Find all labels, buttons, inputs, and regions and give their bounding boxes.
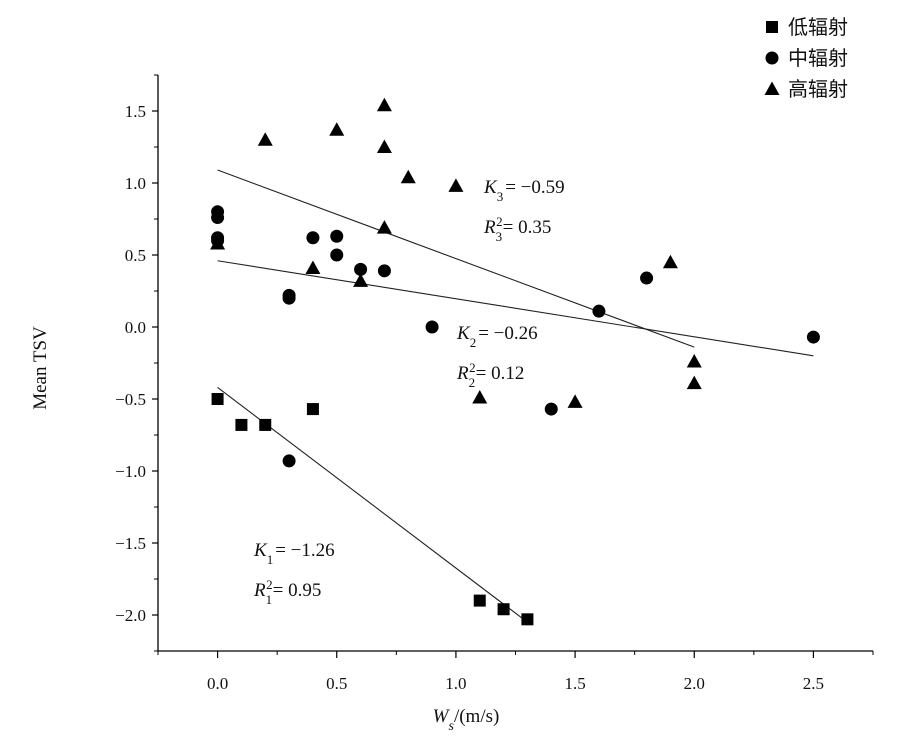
data-point-circle	[354, 262, 368, 276]
y-tick-label: −1.0	[115, 462, 146, 481]
data-point-triangle	[448, 178, 464, 192]
x-tick-label: 0.5	[326, 674, 347, 693]
data-point-triangle	[353, 273, 369, 287]
y-tick-label: 1.5	[125, 102, 146, 121]
data-point-triangle	[472, 390, 488, 404]
k-subscript: 1	[267, 552, 274, 567]
data-point-square	[473, 594, 486, 607]
data-point-triangle	[376, 139, 392, 153]
x-tick-label: 1.5	[564, 674, 585, 693]
y-tick-label: 0.0	[125, 318, 146, 337]
r-symbol: R	[253, 580, 266, 601]
r2-value: = 0.35	[503, 217, 552, 238]
x-axis-title-subscript: s	[448, 719, 454, 734]
y-tick-label: 1.0	[125, 174, 146, 193]
data-point-circle	[282, 454, 296, 468]
r2-annotation-2: R22= 0.12	[456, 360, 524, 390]
k-symbol: K	[253, 540, 268, 561]
x-tick-label: 1.0	[445, 674, 466, 693]
fit-line-3	[217, 169, 695, 348]
data-point-triangle	[376, 220, 392, 234]
r2-annotation-3: R32= 0.35	[483, 214, 551, 244]
data-point-square	[235, 418, 248, 431]
x-axis-title: Ws/(m/s)	[433, 706, 500, 734]
r-superscript: 2	[469, 360, 476, 375]
legend-marker-circle	[765, 51, 779, 65]
data-point-triangle	[257, 132, 273, 146]
data-point-triangle	[400, 169, 416, 184]
k-annotation-3: K3 = −0.59	[483, 177, 565, 204]
y-tick-label: 0.5	[125, 246, 146, 265]
y-axis-title: Mean TSV	[30, 326, 51, 410]
data-point-triangle	[567, 394, 583, 408]
k-subscript: 2	[470, 335, 477, 350]
data-point-circle	[377, 264, 391, 278]
data-point-square	[259, 418, 272, 431]
data-point-triangle	[686, 375, 702, 390]
k-value: = −0.59	[505, 177, 564, 198]
y-tick-label: −0.5	[115, 390, 146, 409]
data-point-circle	[544, 402, 558, 416]
y-tick-label: −1.5	[115, 534, 146, 553]
r-subscript: 3	[496, 229, 503, 244]
legend-label: 中辐射	[788, 46, 848, 70]
k-symbol: K	[483, 177, 498, 198]
x-tick-label: 2.0	[684, 674, 705, 693]
data-point-circle	[282, 291, 296, 305]
data-point-circle	[330, 248, 344, 262]
legend-label: 低辐射	[788, 15, 848, 39]
data-point-triangle	[210, 235, 226, 250]
r-symbol: R	[483, 217, 496, 238]
r-subscript: 1	[266, 592, 273, 607]
r-symbol: R	[456, 363, 469, 384]
data-point-circle	[640, 271, 654, 285]
r-subscript: 2	[469, 375, 476, 390]
legend-label: 高辐射	[788, 77, 848, 101]
fit-line-2	[217, 260, 814, 357]
data-point-triangle	[376, 97, 392, 112]
data-point-circle	[425, 320, 439, 334]
data-point-square	[521, 613, 534, 626]
r2-value: = 0.12	[476, 363, 525, 384]
data-point-square	[211, 393, 224, 405]
data-point-circle	[306, 231, 320, 245]
legend-marker-square	[766, 21, 778, 33]
r-superscript: 2	[496, 214, 503, 229]
data-point-circle	[211, 211, 225, 225]
legend-marker-triangle	[764, 81, 780, 95]
r2-value: = 0.95	[273, 580, 322, 601]
data-point-square	[306, 403, 319, 416]
data-points	[210, 97, 820, 626]
data-point-square	[497, 603, 510, 616]
data-point-circle	[806, 330, 820, 344]
data-point-circle	[592, 304, 606, 318]
r2-annotation-1: R12= 0.95	[253, 577, 321, 607]
data-point-circle	[330, 229, 344, 243]
k-subscript: 3	[497, 189, 504, 204]
data-point-triangle	[329, 122, 345, 136]
data-point-triangle	[305, 260, 321, 274]
k-annotation-1: K1 = −1.26	[253, 540, 335, 567]
k-symbol: K	[456, 323, 471, 344]
data-point-triangle	[662, 254, 678, 269]
k-value: = −0.26	[478, 323, 537, 344]
x-tick-label: 2.5	[803, 674, 824, 693]
k-annotation-2: K2 = −0.26	[456, 323, 538, 350]
data-point-triangle	[686, 354, 702, 368]
x-tick-label: 0.0	[207, 674, 228, 693]
x-axis-title-symbol: W	[433, 706, 451, 727]
axes: −2.0 −1.5 −1.0 −0.5 0.0 0.5 1.0 1.5 0.0 0.5 1.0 1.5…	[115, 74, 874, 693]
x-axis-title-unit: /(m/s)	[454, 706, 499, 727]
k-value: = −1.26	[275, 540, 334, 561]
r-superscript: 2	[266, 577, 273, 592]
y-tick-label: −2.0	[115, 606, 146, 625]
